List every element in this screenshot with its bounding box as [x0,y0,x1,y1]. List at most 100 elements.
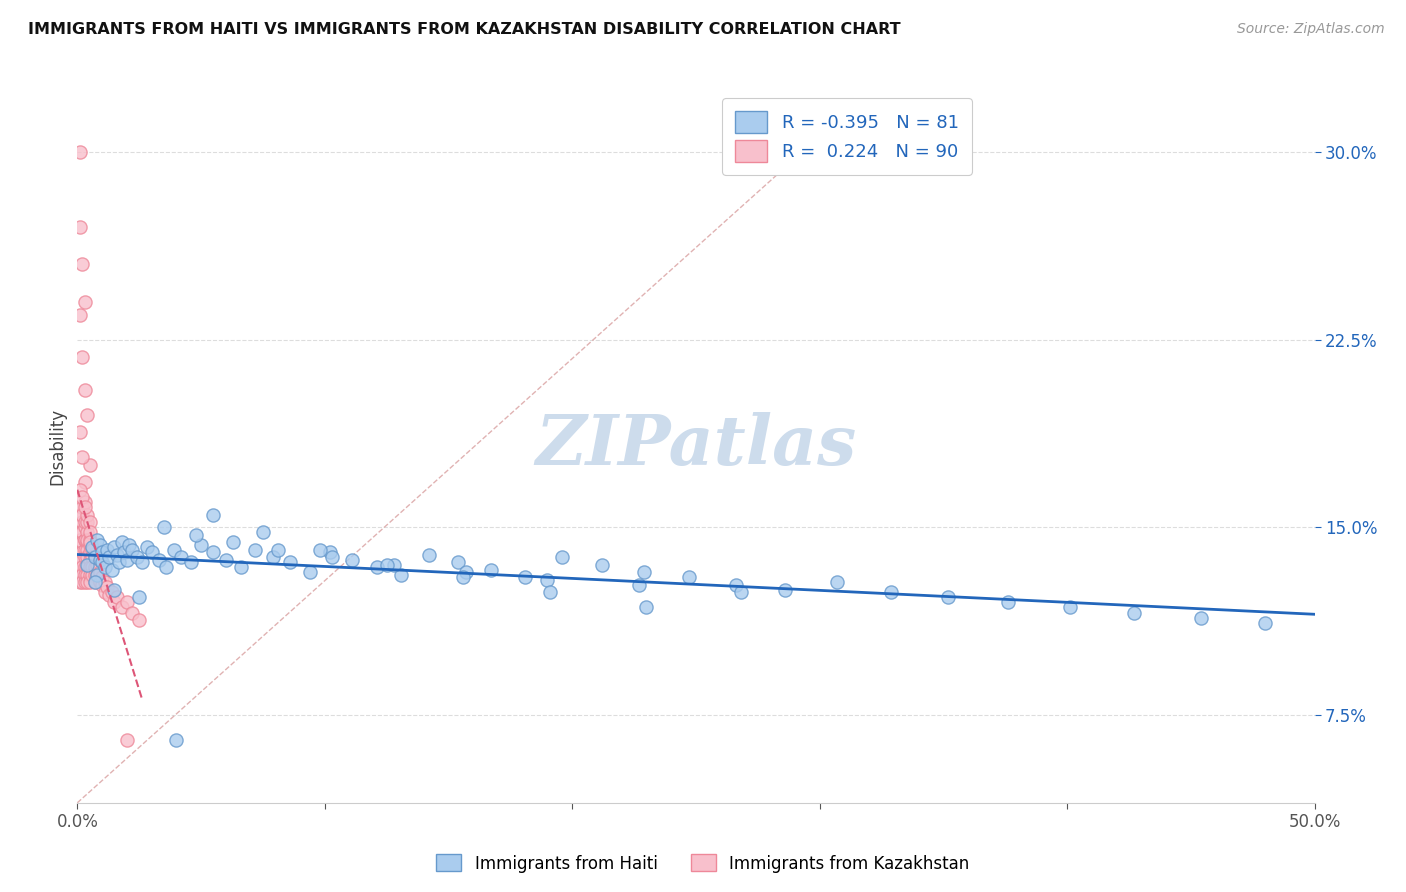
Point [73,533,96,547]
Point [418,548,440,562]
Point [215,553,238,567]
Point [340,553,363,567]
Point [91,570,114,584]
Point [321,550,343,565]
Point [115,553,138,567]
Point [73,560,96,574]
Point [1189,610,1212,624]
Point [125,550,148,565]
Point [69,308,91,322]
Point [538,585,561,599]
Point [105,548,128,562]
Point [86,568,108,582]
Point [79,575,101,590]
Point [86,558,108,572]
Point [103,541,125,555]
Point [89,566,111,580]
Point [69,568,91,582]
Point [79,516,101,530]
Point [73,383,96,397]
Point [91,556,114,570]
Point [96,542,118,557]
Point [118,538,141,552]
Point [79,533,101,547]
Text: IMMIGRANTS FROM HAITI VS IMMIGRANTS FROM KAZAKHSTAN DISABILITY CORRELATION CHART: IMMIGRANTS FROM HAITI VS IMMIGRANTS FROM… [28,22,901,37]
Point [72,508,94,522]
Point [551,550,574,565]
Point [69,533,91,547]
Point [278,556,301,570]
Point [76,525,98,540]
Point [83,550,105,565]
Point [252,525,274,540]
Point [202,545,225,559]
Point [73,495,96,509]
Point [591,558,613,572]
Point [73,533,96,547]
Point [170,550,193,565]
Point [76,575,98,590]
Point [112,545,135,559]
Point [128,591,150,605]
Point [121,606,143,620]
Point [73,542,96,557]
Point [96,581,118,595]
Point [89,575,111,590]
Point [391,568,413,582]
Point [76,560,98,574]
Point [148,553,170,567]
Point [72,545,94,559]
Point [72,553,94,567]
Point [453,570,475,584]
Point [98,588,121,602]
Point [86,533,108,547]
Point [79,535,101,549]
Point [76,558,98,572]
Point [76,508,98,522]
Text: ZIPatlas: ZIPatlas [536,412,856,480]
Point [76,533,98,547]
Point [366,560,388,574]
Point [165,733,187,747]
Point [73,550,96,565]
Point [79,560,101,574]
Point [72,525,94,540]
Point [73,516,96,530]
Point [69,219,91,234]
Point [163,542,186,557]
Point [72,350,94,364]
Point [1123,606,1146,620]
Point [308,542,330,557]
Point [72,535,94,549]
Point [141,545,163,559]
Point [454,566,477,580]
Point [72,575,94,590]
Point [245,542,267,557]
Point [628,578,651,592]
Point [69,525,91,540]
Point [115,733,138,747]
Point [72,257,94,271]
Point [69,145,91,159]
Point [82,550,104,565]
Point [636,600,658,615]
Point [938,591,960,605]
Point [73,500,96,515]
Point [69,483,91,497]
Y-axis label: Disability: Disability [48,408,66,484]
Point [202,508,225,522]
Point [103,595,125,609]
Point [76,516,98,530]
Point [82,541,104,555]
Point [69,553,91,567]
Point [825,575,848,590]
Point [155,560,177,574]
Point [108,556,131,570]
Point [101,563,124,577]
Point [184,528,207,542]
Point [997,595,1019,609]
Point [76,408,98,422]
Legend: Immigrants from Haiti, Immigrants from Kazakhstan: Immigrants from Haiti, Immigrants from K… [430,847,976,880]
Point [98,550,121,565]
Point [82,542,104,557]
